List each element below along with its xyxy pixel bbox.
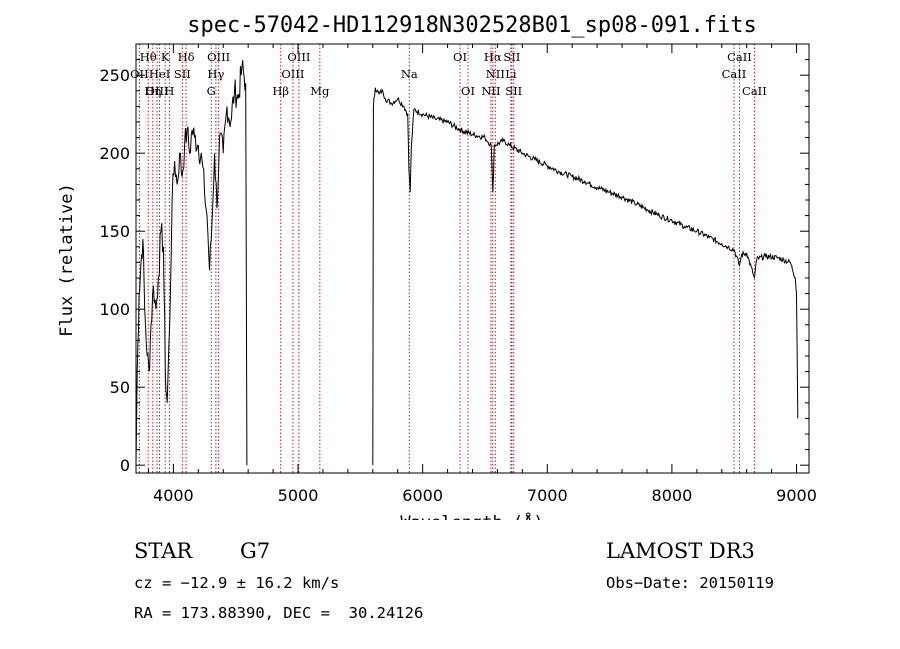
line-label: Hβ [272,84,289,98]
line-label: G [207,84,216,98]
line-label: SII [505,84,522,98]
line-label: SII [503,50,520,64]
chart-title: spec-57042-HD112918N302528B01_sp08-091.f… [187,13,757,38]
redshift-velocity: cz = −12.9 ± 16.2 km/s [134,574,340,592]
x-tick-label: 4000 [153,486,194,505]
line-label: OII [130,67,149,81]
line-label: Hθ [140,50,157,64]
line-label: Hδ [178,50,195,64]
plot-frame [135,43,810,474]
spectrum-chart: spec-57042-HD112918N302528B01_sp08-091.f… [57,13,817,520]
x-tick-label: 5000 [278,486,319,505]
y-tick-label: 200 [99,144,130,163]
line-label: Hγ [207,67,224,81]
line-label: OIII [281,67,304,81]
line-label: Na [401,67,418,81]
line-label: OIII [207,50,230,64]
x-tick-label: 8000 [652,486,693,505]
line-label: OIII [146,84,169,98]
line-label: CaII [727,50,752,64]
line-label: OI [453,50,467,64]
coordinates: RA = 173.88390, DEC = 30.24126 [134,604,424,622]
y-tick-label: 250 [99,66,130,85]
line-label: CaII [742,84,767,98]
line-label: NII [486,67,505,81]
x-tick-label: 7000 [527,486,568,505]
line-label: Hα [484,50,502,64]
x-tick-label: 6000 [402,486,443,505]
line-label: CaII [722,67,747,81]
object-class: STAR [134,539,193,563]
line-label: Mg [310,84,330,98]
y-tick-label: 50 [110,378,130,397]
line-label: SII [174,67,191,81]
line-label: Li [505,67,517,81]
x-axis-label: Wavelength (Å) [400,511,543,520]
line-label: K [161,50,170,64]
y-tick-label: 0 [120,456,130,475]
y-tick-label: 150 [99,222,130,241]
flux-line [372,87,799,466]
object-subclass: G7 [240,539,271,563]
line-label: Hη [144,84,161,98]
survey-name: LAMOST DR3 [606,539,755,563]
line-label: H [164,84,174,98]
line-label: HeI [149,67,170,81]
flux-series [135,60,799,466]
y-tick-label: 100 [99,300,130,319]
x-tick-label: 9000 [776,486,817,505]
line-label: OIII [287,50,310,64]
line-label: OI [461,84,475,98]
y-axis-label: Flux (relative) [57,183,77,337]
observation-date: Obs−Date: 20150119 [606,574,774,592]
flux-line [135,60,248,466]
axes: 4000 5000 6000 7000 8000 9000 0 50 100 150 200 250 [99,44,817,505]
line-label: NII [481,84,500,98]
